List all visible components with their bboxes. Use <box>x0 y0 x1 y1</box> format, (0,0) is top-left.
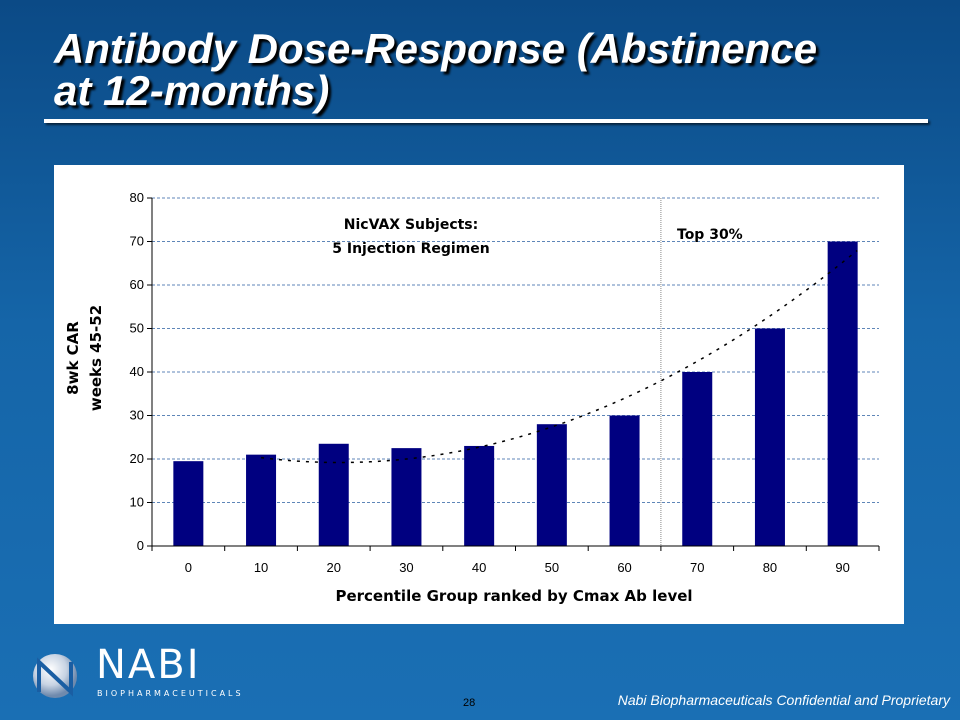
x-tick-label: 30 <box>399 560 413 575</box>
logo-tagline: BIOPHARMACEUTICALS <box>97 689 244 698</box>
chart-panel: 0 10 20 30 40 50 60 70 80 0 10 20 30 40 50 60 70 80 90 8wk… <box>54 165 904 624</box>
bar <box>827 241 858 546</box>
logo-name: NABI <box>96 642 201 688</box>
y-axis-title-line2: weeks 45-52 <box>87 305 105 411</box>
confidentiality-note: Nabi Biopharmaceuticals Confidential and… <box>617 692 950 708</box>
x-tick-label: 80 <box>763 560 777 575</box>
slide-title: Antibody Dose-Response (Abstinence at 12… <box>54 28 934 112</box>
bar-chart: 0 10 20 30 40 50 60 70 80 0 10 20 30 40 50 60 70 80 90 8wk… <box>64 190 880 605</box>
y-tick-label: 80 <box>130 190 144 205</box>
annotation-group-line1: NicVAX Subjects: <box>344 217 479 233</box>
title-underline <box>44 119 928 123</box>
bar <box>391 448 422 546</box>
bar <box>173 461 204 546</box>
bar <box>754 328 785 546</box>
trend-line <box>261 249 858 464</box>
bar <box>318 443 349 546</box>
x-tick-label: 0 <box>185 560 192 575</box>
slide-title-line2: at 12-months) <box>54 67 330 114</box>
slide-title-line1: Antibody Dose-Response (Abstinence <box>54 25 818 72</box>
y-tick-label: 30 <box>130 408 144 423</box>
y-axis-title-line1: 8wk CAR <box>64 321 82 395</box>
nabi-sphere-icon <box>33 654 77 698</box>
axes <box>147 197 880 551</box>
y-tick-label: 0 <box>137 538 144 553</box>
bar <box>464 445 495 546</box>
x-tick-label: 20 <box>327 560 341 575</box>
x-tick-label: 10 <box>254 560 268 575</box>
x-tick-label: 70 <box>690 560 704 575</box>
bar <box>609 415 640 546</box>
x-tick-label: 40 <box>472 560 486 575</box>
annotation-group-line2: 5 Injection Regimen <box>332 241 489 257</box>
bar <box>682 372 713 546</box>
y-tick-label: 60 <box>130 277 144 292</box>
y-tick-label: 20 <box>130 451 144 466</box>
bars <box>173 241 858 546</box>
page-number: 28 <box>463 697 476 709</box>
x-tick-label: 50 <box>545 560 559 575</box>
bar <box>246 454 277 546</box>
y-tick-label: 40 <box>130 364 144 379</box>
y-tick-label: 50 <box>130 321 144 336</box>
bar <box>536 424 567 546</box>
annotation-top-30: Top 30% <box>677 227 743 243</box>
y-tick-label: 10 <box>130 495 144 510</box>
y-tick-label: 70 <box>130 234 144 249</box>
x-tick-label: 60 <box>617 560 631 575</box>
tick-labels: 0 10 20 30 40 50 60 70 80 0 10 20 30 40 50 60 70 80 90 <box>130 190 850 575</box>
trendline <box>261 249 858 464</box>
x-axis-title: Percentile Group ranked by Cmax Ab level <box>335 587 692 605</box>
x-tick-label: 90 <box>835 560 849 575</box>
